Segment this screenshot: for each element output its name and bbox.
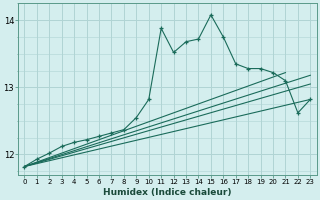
X-axis label: Humidex (Indice chaleur): Humidex (Indice chaleur)	[103, 188, 232, 197]
